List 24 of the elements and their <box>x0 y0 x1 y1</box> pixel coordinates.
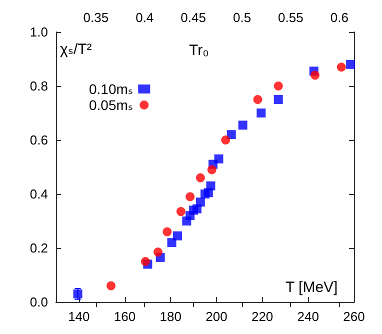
legend-label: 0.10mₛ <box>88 81 134 97</box>
x2-tick-label: 0.35 <box>83 10 109 25</box>
x-tick-label: 180 <box>160 309 182 324</box>
x2-tick-label: 0.4 <box>136 10 154 25</box>
x2-tick-label: 0.55 <box>278 10 304 25</box>
x-tick-label: 160 <box>114 309 136 324</box>
x-tick-label: 260 <box>343 309 365 324</box>
y-tick-label: 0.4 <box>30 186 48 202</box>
x-tick-label: 200 <box>206 309 228 324</box>
x2-tick-label: 0.5 <box>232 10 252 25</box>
y-tick-label: 0.6 <box>30 132 48 148</box>
y-axis-title: χₛ/T² <box>60 41 92 58</box>
x-tick-label: 220 <box>251 309 274 324</box>
y-tick-label: 0.2 <box>30 240 48 256</box>
x2-axis-title: Tr₀ <box>189 42 209 59</box>
legend-label: 0.05mₛ <box>88 97 134 113</box>
y-tick-label: 0.8 <box>30 78 48 94</box>
y-tick-label: 0.0 <box>30 294 48 310</box>
x2-tick-label: 0.45 <box>180 10 206 25</box>
x-tick-label: 240 <box>297 309 320 324</box>
x-axis-title: T [MeV] <box>285 279 338 296</box>
x-tick-label: 140 <box>68 309 90 324</box>
y-tick-label: 1.0 <box>30 24 48 40</box>
x2-tick-label: 0.6 <box>330 10 348 25</box>
